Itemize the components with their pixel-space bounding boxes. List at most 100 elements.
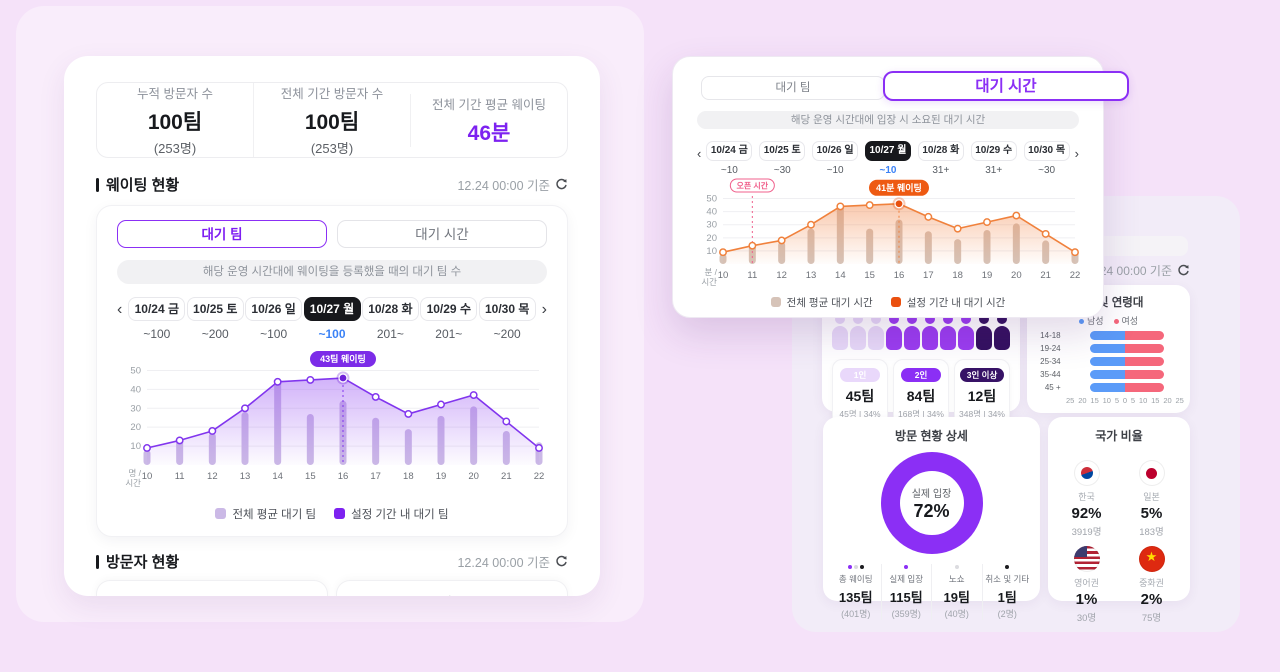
legend-avg-swatch [215, 508, 227, 519]
date-selector: ‹ 10/24 금 ~100 10/25 토 ~200 10/26 일 ~100 10/27… [117, 297, 547, 341]
date-chip[interactable]: 10/26 일 ~10 [812, 141, 859, 176]
team-size-stat-box: 2인 84팀 168명 | 34% [893, 359, 949, 427]
chart-info-banner: 해당 운영 시간대에 웨이팅을 등록했을 때의 대기 팀 수 [117, 260, 547, 284]
chevron-left-icon[interactable]: ‹ [117, 301, 123, 318]
svg-text:18: 18 [952, 270, 963, 281]
person-icon [850, 314, 866, 352]
gender-age-row: 25-34 [1035, 357, 1182, 366]
person-icon [976, 314, 992, 352]
svg-text:43팀 웨이팅: 43팀 웨이팅 [320, 353, 366, 364]
popup-tab-waiting-teams[interactable]: 대기 팀 [701, 76, 885, 100]
svg-text:22: 22 [1070, 270, 1081, 281]
date-chip[interactable]: 10/29 수 201~ [420, 297, 478, 341]
refresh-icon[interactable] [1177, 264, 1190, 277]
person-icon [904, 314, 920, 352]
date-chip[interactable]: 10/30 목 ~200 [478, 297, 536, 341]
visit-detail-donut: 실제 입장 72% [880, 452, 983, 554]
stat-total-visitors: 전체 기간 방문자 수 100팀 (253명) [253, 83, 410, 157]
team-chart-legend: 전체 평균 대기 팀 설정 기간 내 대기 팀 [117, 506, 547, 522]
date-chip[interactable]: 10/26 일 ~100 [245, 297, 303, 341]
svg-text:15: 15 [864, 270, 875, 281]
legend-period-swatch [890, 297, 901, 307]
tab-team-composition[interactable]: 방문 팀 구성 [96, 580, 328, 596]
svg-text:50: 50 [706, 194, 717, 205]
date-chip[interactable]: 10/25 토 ~30 [759, 141, 806, 176]
title-bar [96, 554, 99, 569]
svg-text:17: 17 [923, 270, 934, 281]
date-chip[interactable]: 10/24 금 ~100 [128, 297, 186, 341]
donut-center-value: 72% [913, 500, 950, 521]
male-legend-label: 남성 [1086, 316, 1104, 326]
gender-age-row: 35-44 [1035, 370, 1182, 379]
date-chip[interactable]: 10/24 금 ~10 [706, 141, 753, 176]
legend-avg-label: 전체 평균 대기 시간 [786, 297, 873, 309]
tab-gender-age[interactable]: 성별 및 연령대 [336, 580, 568, 596]
visit-stat-item: 총 웨이팅 135팀 (401명) [831, 564, 881, 620]
summary-stats-box: 누적 방문자 수 100팀 (253명) 전체 기간 방문자 수 100팀 (2… [96, 82, 568, 158]
tab-waiting-time[interactable]: 대기 시간 [337, 220, 547, 248]
gender-age-row: 19-24 [1035, 344, 1182, 353]
refresh-icon[interactable] [555, 178, 568, 191]
svg-text:13: 13 [240, 471, 251, 482]
legend-period-label: 설정 기간 내 대기 시간 [906, 297, 1006, 309]
stat-sub: (253명) [153, 141, 197, 156]
svg-text:30: 30 [130, 403, 141, 414]
male-dot [1078, 319, 1084, 324]
svg-text:10: 10 [718, 270, 729, 281]
svg-text:17: 17 [370, 471, 381, 482]
popup-date-selector: ‹ 10/24 금 ~10 10/25 토 ~30 10/26 일 ~10 10/27 월 ~… [697, 141, 1079, 176]
svg-text:41분 웨이팅: 41분 웨이팅 [876, 182, 922, 193]
svg-text:12: 12 [207, 471, 218, 482]
refresh-icon[interactable] [555, 555, 568, 568]
legend-avg-label: 전체 평균 대기 팀 [232, 509, 317, 521]
svg-text:시간: 시간 [125, 478, 141, 488]
chevron-left-icon[interactable]: ‹ [697, 146, 702, 161]
team-size-icons [832, 312, 1010, 352]
person-icon [886, 314, 902, 352]
svg-text:명 /: 명 / [128, 468, 141, 478]
visit-stat-item: 취소 및 기타 1팀 (2명) [981, 564, 1033, 620]
person-icon [940, 314, 956, 352]
svg-text:20: 20 [468, 471, 479, 482]
svg-text:12: 12 [776, 270, 787, 281]
visitor-bottom-tabs: 방문 팀 구성 성별 및 연령대 [96, 580, 568, 596]
date-chip[interactable]: 10/30 목 ~30 [1023, 141, 1070, 176]
panel-updated-row: 12.24 00:00 기준 [1083, 262, 1190, 279]
chevron-right-icon[interactable]: › [541, 301, 547, 318]
person-icon [958, 314, 974, 352]
jp-flag-icon [1138, 460, 1165, 486]
date-chip[interactable]: 10/27 월 ~100 [303, 297, 361, 341]
country-item: 영어권 1% 30명 [1054, 546, 1119, 624]
svg-text:30: 30 [706, 220, 717, 231]
svg-text:21: 21 [1040, 270, 1051, 281]
svg-text:40: 40 [130, 384, 141, 395]
stat-value: 100팀 [304, 111, 360, 134]
stat-cumulative-visitors: 누적 방문자 수 100팀 (253명) [97, 83, 253, 157]
gender-age-row: 45 + [1035, 383, 1182, 392]
date-chip[interactable]: 10/29 수 31+ [970, 141, 1017, 176]
date-chip[interactable]: 10/27 월 ~10 [864, 141, 911, 176]
svg-text:16: 16 [338, 471, 349, 482]
visit-detail-card: 방문 현황 상세 실제 입장 72% 총 웨이팅 135팀 (401명) 실제 입장 1… [823, 417, 1040, 620]
stat-label: 전체 기간 평균 웨이팅 [432, 97, 546, 112]
donut-center: 실제 입장 72% [899, 471, 964, 535]
tab-waiting-teams[interactable]: 대기 팀 [117, 220, 327, 248]
svg-text:14: 14 [272, 471, 283, 482]
date-chip[interactable]: 10/25 토 ~200 [186, 297, 244, 341]
date-chip[interactable]: 10/28 화 31+ [917, 141, 964, 176]
donut-center-label: 실제 입장 [911, 488, 952, 500]
popup-tab-waiting-time[interactable]: 대기 시간 [883, 71, 1129, 101]
svg-text:10: 10 [142, 471, 153, 482]
waiting-section-title: 웨이팅 현황 [106, 177, 180, 194]
chevron-right-icon[interactable]: › [1074, 146, 1079, 161]
country-item: 한국 92% 3919명 [1054, 460, 1119, 538]
updated-timestamp: 12.24 00:00 기준 [457, 179, 550, 193]
date-chip[interactable]: 10/28 화 201~ [361, 297, 419, 341]
time-chart-legend: 전체 평균 대기 시간 설정 기간 내 대기 시간 [697, 295, 1079, 310]
gender-age-axis: 25 20 15 10 5 0 5 10 15 20 25 [1066, 396, 1184, 405]
svg-text:11: 11 [175, 471, 185, 482]
legend-period-label: 설정 기간 내 대기 팀 [351, 509, 449, 521]
